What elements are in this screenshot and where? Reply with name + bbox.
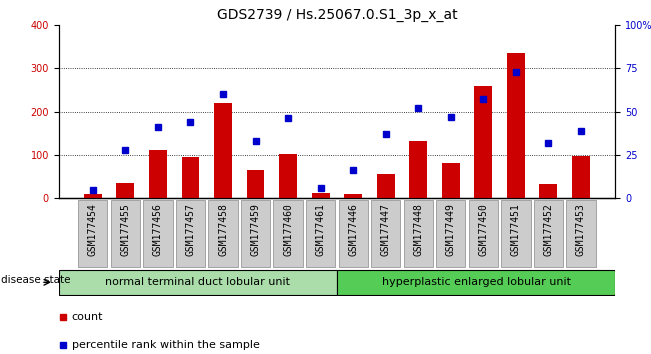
Text: GSM177448: GSM177448 bbox=[413, 203, 423, 256]
Bar bbox=[377, 175, 395, 198]
Bar bbox=[442, 163, 460, 198]
Bar bbox=[279, 154, 297, 198]
FancyBboxPatch shape bbox=[59, 270, 337, 295]
Text: normal terminal duct lobular unit: normal terminal duct lobular unit bbox=[105, 277, 290, 287]
FancyBboxPatch shape bbox=[143, 200, 173, 267]
FancyBboxPatch shape bbox=[534, 200, 563, 267]
Bar bbox=[182, 157, 199, 198]
FancyBboxPatch shape bbox=[566, 200, 596, 267]
Bar bbox=[312, 193, 329, 198]
Text: count: count bbox=[72, 312, 103, 322]
Text: GSM177454: GSM177454 bbox=[88, 203, 98, 256]
Bar bbox=[540, 184, 557, 198]
Text: GSM177449: GSM177449 bbox=[446, 203, 456, 256]
Text: GSM177447: GSM177447 bbox=[381, 203, 391, 256]
FancyBboxPatch shape bbox=[306, 200, 335, 267]
Bar bbox=[247, 170, 264, 198]
Text: GSM177453: GSM177453 bbox=[576, 203, 586, 256]
FancyBboxPatch shape bbox=[111, 200, 140, 267]
FancyBboxPatch shape bbox=[337, 270, 615, 295]
FancyBboxPatch shape bbox=[436, 200, 465, 267]
Text: GSM177458: GSM177458 bbox=[218, 203, 228, 256]
FancyBboxPatch shape bbox=[404, 200, 433, 267]
Text: hyperplastic enlarged lobular unit: hyperplastic enlarged lobular unit bbox=[381, 277, 570, 287]
Text: GSM177451: GSM177451 bbox=[511, 203, 521, 256]
FancyBboxPatch shape bbox=[501, 200, 531, 267]
FancyBboxPatch shape bbox=[78, 200, 107, 267]
Bar bbox=[214, 103, 232, 198]
Text: GSM177461: GSM177461 bbox=[316, 203, 326, 256]
Bar bbox=[344, 194, 362, 198]
Text: GSM177456: GSM177456 bbox=[153, 203, 163, 256]
Bar bbox=[475, 86, 492, 198]
FancyBboxPatch shape bbox=[371, 200, 400, 267]
FancyBboxPatch shape bbox=[176, 200, 205, 267]
Text: GSM177446: GSM177446 bbox=[348, 203, 358, 256]
FancyBboxPatch shape bbox=[469, 200, 498, 267]
Text: GSM177459: GSM177459 bbox=[251, 203, 260, 256]
Bar bbox=[149, 150, 167, 198]
Text: GSM177455: GSM177455 bbox=[120, 203, 130, 256]
FancyBboxPatch shape bbox=[208, 200, 238, 267]
Bar bbox=[84, 194, 102, 198]
Text: disease state: disease state bbox=[1, 275, 71, 285]
Text: GSM177450: GSM177450 bbox=[478, 203, 488, 256]
Text: GSM177460: GSM177460 bbox=[283, 203, 293, 256]
Bar bbox=[507, 53, 525, 198]
Title: GDS2739 / Hs.25067.0.S1_3p_x_at: GDS2739 / Hs.25067.0.S1_3p_x_at bbox=[217, 8, 457, 22]
Bar bbox=[117, 183, 134, 198]
FancyBboxPatch shape bbox=[339, 200, 368, 267]
FancyBboxPatch shape bbox=[241, 200, 270, 267]
Text: percentile rank within the sample: percentile rank within the sample bbox=[72, 340, 260, 350]
Text: GSM177457: GSM177457 bbox=[186, 203, 195, 256]
Bar bbox=[572, 156, 590, 198]
Text: GSM177452: GSM177452 bbox=[544, 203, 553, 256]
FancyBboxPatch shape bbox=[273, 200, 303, 267]
Bar bbox=[409, 141, 427, 198]
